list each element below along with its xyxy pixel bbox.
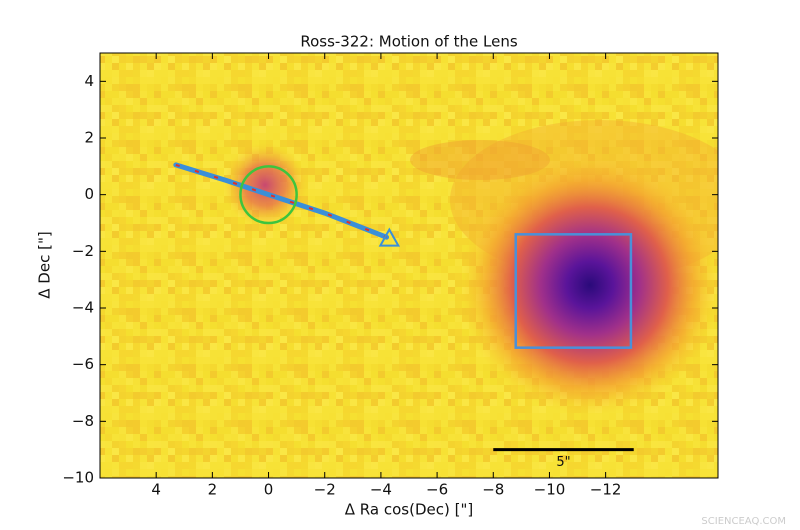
x-tick-label: 2: [208, 481, 218, 499]
x-tick-label: −4: [370, 481, 392, 499]
image: [100, 53, 718, 478]
y-tick-label: 2: [84, 129, 94, 147]
trajectory: [173, 162, 390, 240]
halo: [410, 140, 550, 180]
plot-frame: [99, 52, 719, 479]
scale-bar-label: 5": [556, 455, 570, 470]
star-blob: [460, 155, 718, 415]
x-tick-label: −8: [482, 481, 504, 499]
source-box: [514, 233, 633, 349]
x-tick-label: −2: [314, 481, 336, 499]
end-marker: [378, 227, 401, 247]
y-tick-label: 4: [84, 72, 94, 90]
x-tick-label: 4: [151, 481, 161, 499]
lens-circle: [239, 165, 298, 225]
x-tick-label: −12: [590, 481, 622, 499]
x-tick-label: −10: [534, 481, 566, 499]
y-tick-label: −8: [72, 412, 94, 430]
y-tick-label: −6: [72, 355, 94, 373]
y-tick-label: −4: [72, 299, 94, 317]
y-tick-label: 0: [84, 185, 94, 203]
x-tick-label: −6: [426, 481, 448, 499]
chart-title: Ross-322: Motion of the Lens: [300, 33, 517, 51]
x-tick-label: 0: [264, 481, 274, 499]
watermark: SCIENCEAQ.COM: [701, 516, 786, 527]
x-axis-label: Δ Ra cos(Dec) ["]: [345, 501, 473, 519]
y-tick-label: −2: [72, 242, 94, 260]
y-axis-label: Δ Dec ["]: [36, 231, 54, 298]
y-tick-label: −10: [62, 469, 94, 487]
